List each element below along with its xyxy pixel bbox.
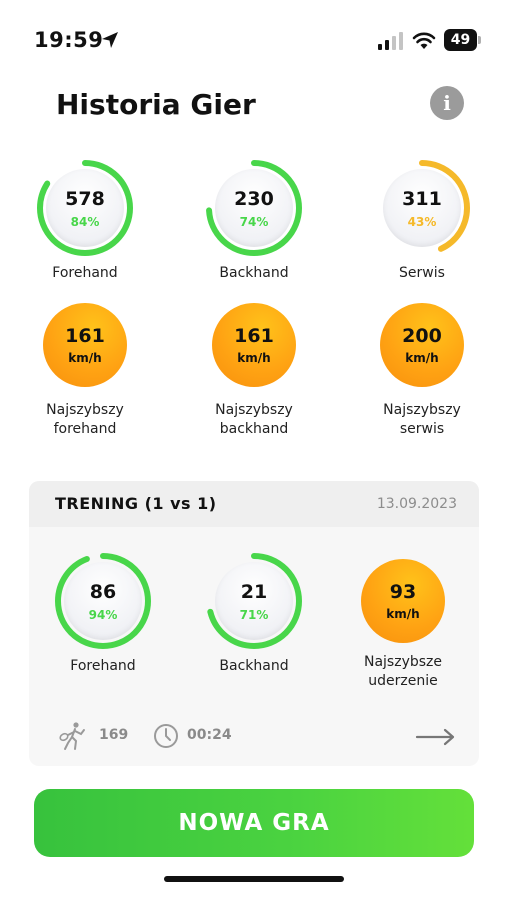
- forehand-label: Forehand: [52, 265, 118, 281]
- serve-label: Serwis: [399, 265, 445, 281]
- fastest-serve-stat: 200 km/h Najszybszy serwis: [357, 303, 487, 439]
- status-time: 19:59: [34, 28, 104, 52]
- arrow-right-icon[interactable]: [415, 725, 457, 749]
- fastest-forehand-circle: 161 km/h: [43, 303, 127, 387]
- session-forehand-label: Forehand: [70, 658, 136, 674]
- backhand-percent: 74%: [239, 215, 269, 229]
- fastest-forehand-unit: km/h: [68, 351, 102, 365]
- session-header: TRENING (1 vs 1) 13.09.2023: [29, 481, 479, 527]
- session-backhand-percent: 71%: [239, 608, 269, 622]
- backhand-count: 230: [234, 188, 274, 210]
- session-backhand-label: Backhand: [219, 658, 289, 674]
- fastest-forehand-label: Najszybszy forehand: [46, 402, 124, 437]
- fastest-backhand-circle: 161 km/h: [212, 303, 296, 387]
- location-arrow-icon: [102, 32, 118, 48]
- session-forehand-stat: 86 94% Forehand: [38, 551, 168, 676]
- battery-level: 49: [444, 29, 477, 51]
- cellular-signal-icon: [378, 32, 403, 50]
- fastest-serve-unit: km/h: [405, 351, 439, 365]
- fastest-forehand-value: 161: [65, 325, 105, 347]
- session-top-speed-stat: 93 km/h Najszybsze uderzenie: [338, 559, 468, 691]
- clock-icon: [154, 724, 178, 748]
- session-top-speed-value: 93: [389, 581, 417, 603]
- hits-count: 169: [99, 727, 129, 743]
- page-title: Historia Gier: [56, 88, 256, 121]
- wifi-icon: [412, 32, 436, 49]
- backhand-label: Backhand: [219, 265, 289, 281]
- session-title: TRENING (1 vs 1): [55, 494, 217, 513]
- session-top-speed-label: Najszybsze uderzenie: [363, 654, 442, 689]
- serve-stat: 311 43% Serwis: [357, 158, 487, 283]
- serve-ring: 311 43%: [372, 158, 472, 258]
- info-button[interactable]: i: [430, 86, 464, 120]
- backhand-ring: 230 74%: [204, 158, 304, 258]
- session-top-speed-unit: km/h: [386, 607, 420, 621]
- tennis-player-icon: [59, 722, 85, 750]
- session-date: 13.09.2023: [376, 496, 457, 512]
- session-top-speed-circle: 93 km/h: [361, 559, 445, 643]
- serve-count: 311: [402, 188, 442, 210]
- forehand-stat: 578 84% Forehand: [20, 158, 150, 283]
- session-footer: 169 00:24: [29, 719, 479, 755]
- new-game-button[interactable]: NOWA GRA: [34, 789, 474, 857]
- fastest-serve-value: 200: [402, 325, 442, 347]
- fastest-serve-circle: 200 km/h: [380, 303, 464, 387]
- session-forehand-percent: 94%: [88, 608, 118, 622]
- session-backhand-count: 21: [240, 581, 268, 603]
- session-duration: 00:24: [187, 727, 232, 743]
- forehand-count: 578: [65, 188, 105, 210]
- session-forehand-count: 86: [89, 581, 117, 603]
- fastest-backhand-unit: km/h: [237, 351, 271, 365]
- backhand-stat: 230 74% Backhand: [189, 158, 319, 283]
- session-backhand-ring: 21 71%: [204, 551, 304, 651]
- serve-percent: 43%: [407, 215, 437, 229]
- fastest-serve-label: Najszybszy serwis: [383, 402, 461, 437]
- home-indicator: [164, 876, 344, 882]
- forehand-percent: 84%: [70, 215, 100, 229]
- fastest-backhand-label: Najszybszy backhand: [215, 402, 293, 437]
- session-card[interactable]: TRENING (1 vs 1) 13.09.2023 86 94% Foreh…: [29, 481, 479, 766]
- status-bar: 19:59 49: [0, 0, 507, 70]
- fastest-forehand-stat: 161 km/h Najszybszy forehand: [20, 303, 150, 439]
- battery-icon: 49: [444, 29, 482, 51]
- fastest-backhand-value: 161: [234, 325, 274, 347]
- session-forehand-ring: 86 94%: [53, 551, 153, 651]
- session-backhand-stat: 21 71% Backhand: [189, 551, 319, 676]
- fastest-backhand-stat: 161 km/h Najszybszy backhand: [189, 303, 319, 439]
- forehand-ring: 578 84%: [35, 158, 135, 258]
